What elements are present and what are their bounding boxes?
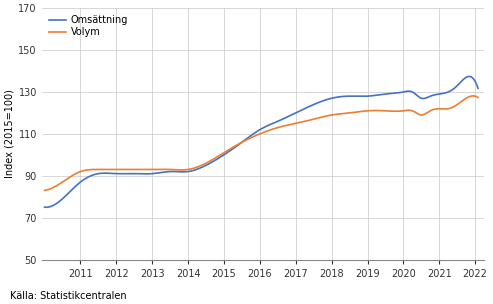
Volym [250,135,256,139]
Omsättning [43,206,49,209]
Omsättning [466,74,472,78]
Line: Volym: Volym [44,96,478,190]
Omsättning [251,132,257,135]
Volym [276,125,282,129]
Text: Källa: Statistikcentralen: Källa: Statistikcentralen [10,291,127,301]
Volym [397,109,403,113]
Volym [41,188,47,192]
Omsättning [465,75,471,78]
Omsättning [277,119,283,122]
Omsättning [475,87,481,90]
Legend: Omsättning, Volym: Omsättning, Volym [46,13,130,39]
Volym [475,96,481,99]
Volym [470,94,476,98]
Line: Omsättning: Omsättning [44,76,478,207]
Volym [300,120,306,124]
Omsättning [41,205,47,209]
Omsättning [300,107,306,111]
Y-axis label: Index (2015=100): Index (2015=100) [4,89,14,178]
Omsättning [398,91,404,94]
Volym [247,136,253,140]
Volym [465,96,471,99]
Omsättning [248,133,254,137]
